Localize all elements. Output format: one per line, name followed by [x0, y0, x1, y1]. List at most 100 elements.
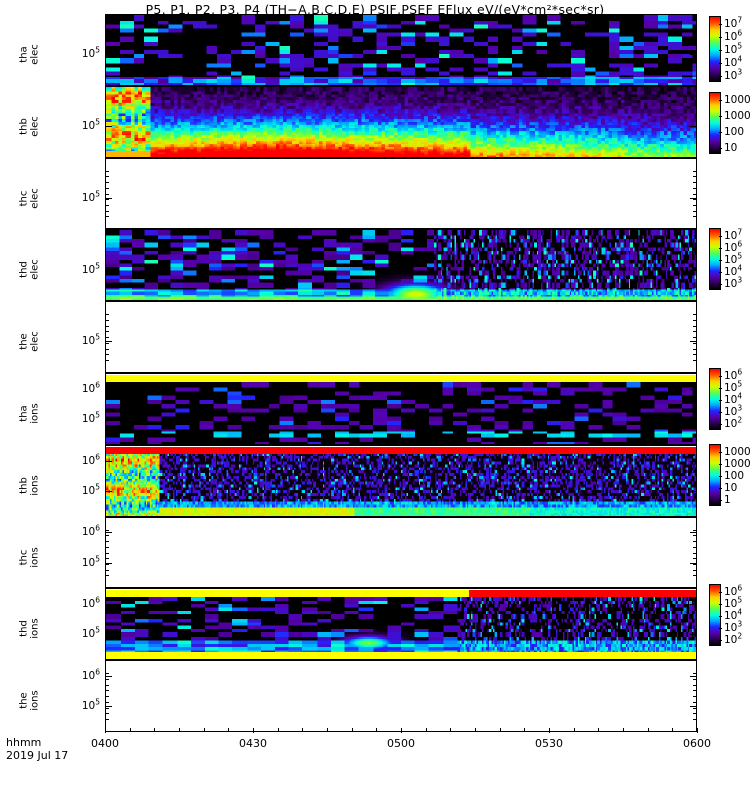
colorbar-tick-label: 103 — [724, 275, 743, 290]
colorbar-gradient — [710, 17, 720, 81]
y-minor-tick-mark — [693, 713, 697, 715]
mode-bar-thb-ions-top — [106, 446, 696, 454]
y-minor-tick-mark — [105, 575, 109, 577]
y-tick-mark — [105, 675, 112, 677]
colorbar-tick-mark — [719, 464, 722, 465]
colorbar-tick-label: 106 — [724, 28, 743, 43]
y-axis-label-line: ions — [29, 690, 40, 711]
y-minor-tick-mark — [693, 552, 697, 554]
panel-the-elec[interactable] — [105, 301, 697, 373]
colorbar-tick-label: 104 — [724, 263, 743, 278]
x-axis-label: hhmm 2019 Jul 17 — [6, 736, 68, 762]
colorbar-thb-ions — [709, 444, 721, 506]
y-tick-mark — [690, 197, 697, 199]
y-minor-tick-mark — [105, 337, 109, 339]
y-minor-tick-mark — [105, 684, 109, 686]
y-minor-tick-mark — [693, 529, 697, 531]
panel-thb-ions[interactable] — [105, 444, 697, 517]
x-tick-label: 0530 — [535, 737, 563, 750]
panel-thd-elec[interactable] — [105, 229, 697, 302]
panel-tha-elec[interactable] — [105, 14, 697, 86]
plot-area-thd-elec — [106, 230, 696, 301]
colorbar-tick-label: 10 — [724, 482, 738, 494]
x-tick-mark — [105, 728, 106, 733]
x-tick-mark — [475, 728, 476, 731]
y-minor-tick-mark — [105, 696, 109, 698]
y-tick-mark — [105, 634, 112, 636]
y-axis-label-line: thc — [18, 190, 30, 206]
mode-bar-segment — [468, 590, 696, 598]
y-minor-tick-mark — [105, 193, 109, 195]
y-tick-mark — [690, 604, 697, 606]
mode-bar-tha-ions-top — [106, 375, 696, 382]
y-minor-tick-mark — [693, 690, 697, 692]
y-tick-label: 105 — [81, 45, 100, 61]
colorbar-tick-mark — [719, 640, 722, 641]
y-minor-tick-mark — [105, 546, 109, 548]
x-tick-mark — [623, 728, 624, 731]
y-axis-label-tha-elec: tha elec — [19, 22, 41, 86]
mode-bar-segment — [106, 652, 696, 660]
y-minor-tick-mark — [693, 199, 697, 201]
colorbar-tick-label: 10000 — [724, 446, 750, 458]
x-tick-mark — [129, 728, 131, 731]
colorbar-tick-label: 103 — [724, 619, 743, 634]
panel-thd-ions[interactable] — [105, 588, 697, 661]
panel-thc-ions[interactable] — [105, 516, 697, 589]
y-minor-tick-mark — [105, 216, 109, 218]
colorbar-tick-label: 106 — [724, 367, 743, 382]
colorbar-tick-label: 107 — [724, 15, 743, 30]
y-tick-label: 105 — [81, 410, 100, 425]
y-minor-tick-mark — [693, 331, 697, 333]
y-axis-label-line: elec — [29, 331, 40, 352]
x-tick-mark — [697, 728, 698, 733]
panel-tha-ions[interactable] — [105, 373, 697, 445]
y-axis-label-line: ions — [29, 474, 40, 496]
y-minor-tick-mark — [693, 314, 697, 316]
colorbar-tick-label: 100 — [724, 126, 745, 138]
y-minor-tick-mark — [105, 342, 109, 344]
y-minor-tick-mark — [105, 678, 109, 680]
y-tick-label: 105 — [81, 189, 100, 204]
colorbar-tick-mark — [719, 284, 722, 285]
panel-thb-elec[interactable] — [105, 85, 697, 158]
y-axis-label-line: thc — [18, 549, 30, 565]
y-minor-tick-mark — [105, 354, 109, 356]
y-axis-label-line: thd — [18, 620, 30, 638]
colorbar-tick-label: 104 — [724, 607, 743, 622]
y-minor-tick-mark — [693, 696, 697, 698]
colorbar-tick-mark — [719, 272, 722, 273]
y-minor-tick-mark — [693, 170, 697, 172]
y-minor-tick-mark — [105, 331, 109, 333]
y-tick-mark — [690, 388, 697, 390]
colorbar-tick-mark — [719, 592, 722, 593]
colorbar-tick-label: 10000 — [724, 94, 750, 106]
spectrogram-thb-ions — [106, 452, 696, 516]
colorbar-tick-label: 1 — [724, 494, 731, 506]
colorbar-tick-mark — [719, 63, 722, 64]
x-tick-mark — [327, 728, 328, 731]
y-tick-mark — [690, 490, 697, 492]
colorbar-tick-label: 100 — [724, 470, 745, 482]
x-tick-mark — [203, 728, 205, 731]
y-tick-mark — [105, 418, 112, 420]
y-tick-mark — [690, 269, 697, 271]
y-minor-tick-mark — [693, 342, 697, 344]
colorbar-tha-ions — [709, 368, 721, 430]
colorbar-tick-mark — [719, 37, 722, 38]
y-axis-label-line: the — [18, 333, 30, 350]
y-minor-tick-mark — [105, 558, 109, 560]
colorbar-gradient — [710, 585, 720, 645]
y-axis-label-line: thb — [18, 117, 30, 135]
panel-the-ions[interactable] — [105, 660, 697, 732]
plot-area-the-ions — [106, 661, 696, 731]
y-tick-label: 106 — [81, 452, 100, 467]
y-tick-mark — [690, 562, 697, 564]
colorbar-tick-label: 10 — [724, 142, 738, 154]
panel-thc-elec[interactable] — [105, 157, 697, 230]
y-minor-tick-mark — [105, 199, 109, 201]
x-tick-mark — [401, 728, 402, 733]
y-tick-mark — [105, 490, 112, 492]
x-tick-label: 0600 — [683, 737, 711, 750]
spectrogram-tha-ions — [106, 380, 696, 444]
